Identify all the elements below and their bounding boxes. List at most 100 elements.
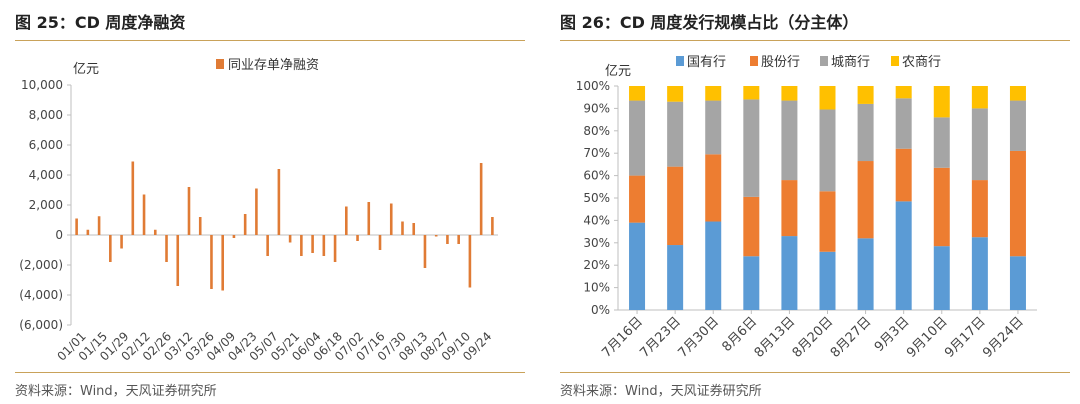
bar [165,235,168,262]
stacked-bar-segment [743,99,760,197]
bar [210,235,213,289]
y-tick-label: (6,000) [19,318,63,332]
y-tick-label: 80% [583,124,610,138]
stacked-bar-segment [667,245,684,310]
bar [109,235,112,262]
bar [300,235,303,256]
legend-label: 股份行 [761,55,800,70]
bar [198,217,202,235]
y-tick-label: 10% [583,281,610,295]
stacked-bar-segment [857,238,874,310]
stacked-bar-segment [819,251,836,310]
source-note: 资料来源：Wind，天风证券研究所 [560,384,762,399]
source-rule [15,372,525,373]
stacked-bar-segment [781,180,798,237]
y-tick-label: 60% [583,169,610,183]
bar [153,229,157,235]
stacked-bar-segment [705,100,722,155]
stacked-bar-segment [971,237,988,310]
bar [468,235,472,288]
legend-label: 城商行 [831,55,870,70]
bar [288,235,292,243]
bar [243,214,247,235]
stacked-bar-segment [629,222,646,310]
stacked-bar-segment [743,256,760,310]
stacked-bar-segment [743,86,760,100]
stacked-bar-segment [819,109,836,192]
legend-label: 国有行 [687,55,726,70]
y-tick-label: 6,000 [29,138,63,152]
bar [97,216,101,235]
bar [389,203,393,235]
stacked-bar-segment [895,98,912,149]
bar [378,235,382,250]
y-tick-label: 100% [576,79,610,93]
stacked-bar-segment [705,221,722,310]
stacked-bar-segment [629,175,646,223]
bar [176,235,180,286]
y-tick-label: 20% [583,258,610,272]
legend-swatch [820,56,828,66]
issuance-share-chart: 0% 10% 20% 30% 40% 50% 60% 70% 80% 90% 100%亿元 国有行 股份… [576,55,1037,361]
stacked-bar-segment [895,148,912,202]
issuance-share-panel: 图 26：CD 周度发行规模占比（分主体） 0% 10% 20% 30% 40% 50% 6… [545,0,1080,404]
y-axis-label: 亿元 [605,64,631,79]
bar [423,235,427,268]
legend-label: 同业存单净融资 [228,58,319,73]
bar [232,235,236,238]
bar [446,235,449,244]
stacked-bar-segment [781,100,798,181]
legend-swatch [891,56,899,66]
x-tick-label: 9月10日 [904,314,951,361]
y-tick-label: 50% [583,191,610,205]
y-tick-label: 2,000 [29,198,63,212]
bar [401,221,404,235]
stacked-bar-segment [705,154,722,222]
source-note: 资料来源：Wind，天风证券研究所 [15,384,217,399]
stacked-bar-segment [1009,256,1026,310]
y-tick-label: 40% [583,213,610,227]
bar [322,235,326,256]
x-tick-label: 7月30日 [676,314,723,361]
stacked-bar-segment [705,86,722,101]
stacked-bar-segment [781,86,798,101]
stacked-bar-segment [933,246,950,310]
stacked-bar-segment [857,103,874,162]
legend-swatch [676,56,684,66]
bar [120,235,123,249]
chart-title: 图 25：CD 周度净融资 [15,13,186,32]
bar [434,235,438,237]
stacked-bar-segment [895,201,912,310]
y-tick-label: (4,000) [19,288,63,302]
x-tick-label: 9月17日 [942,314,989,361]
bar [457,235,460,244]
bar [131,161,135,235]
bar [266,235,269,256]
stacked-bar-segment [857,161,874,239]
legend-swatch [216,59,224,69]
bar [311,235,314,253]
net-financing-panel: 图 25：CD 周度净融资 (6,000) (4,000) (2,000) 0 2,00… [15,13,525,399]
y-tick-label: 4,000 [29,168,63,182]
bar [356,235,359,241]
y-tick-label: 90% [583,101,610,115]
x-tick-label: 7月23日 [637,314,684,361]
bar [221,235,224,291]
bar [277,169,281,235]
stacked-bar-segment [1009,86,1026,101]
y-tick-label: (2,000) [19,258,63,272]
bar [86,229,90,235]
y-tick-label: 30% [583,236,610,250]
stacked-bar-segment [629,86,646,101]
stacked-bar-segment [1009,150,1026,257]
y-axis-label: 亿元 [73,62,99,77]
y-tick-label: 0 [55,228,63,242]
stacked-bar-segment [971,180,988,238]
stacked-bar-segment [819,86,836,110]
bar [367,202,371,235]
stacked-bar-segment [667,101,684,167]
y-tick-label: 70% [583,146,610,160]
stacked-bar-segment [895,86,912,99]
title-rule [15,40,525,41]
stacked-bar-segment [971,86,988,109]
